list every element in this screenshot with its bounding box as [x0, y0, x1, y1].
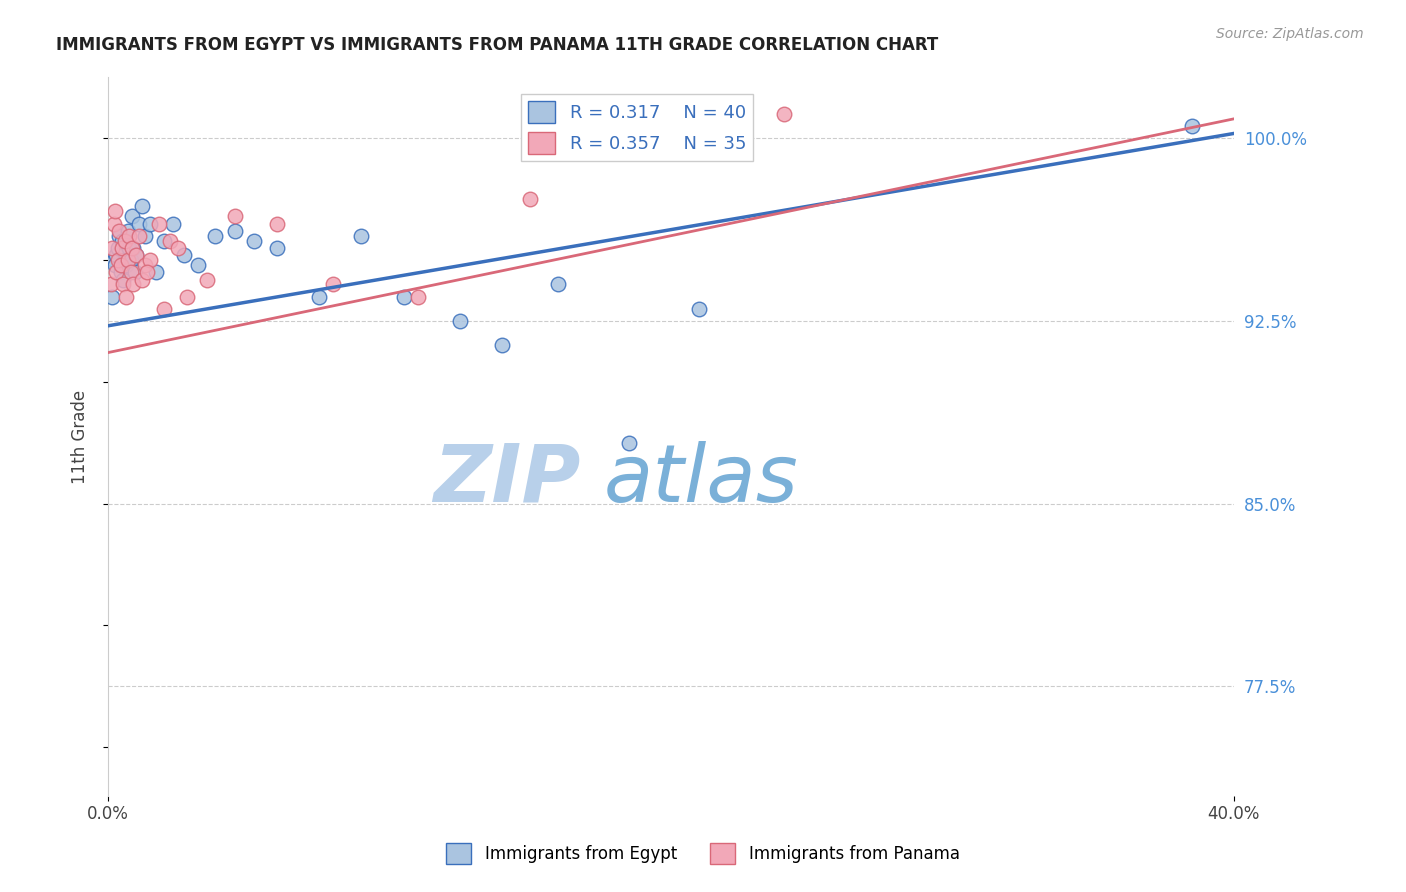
Point	[112, 272, 135, 286]
Y-axis label: 11th Grade: 11th Grade	[72, 390, 89, 483]
Point	[406, 289, 429, 303]
Point	[131, 199, 153, 213]
Point	[103, 253, 125, 268]
Point	[128, 217, 150, 231]
Point	[114, 234, 136, 248]
Point	[110, 258, 132, 272]
Point	[125, 248, 148, 262]
Point	[243, 234, 266, 248]
Text: ZIP: ZIP	[433, 441, 581, 518]
Point	[120, 253, 142, 268]
Text: Source: ZipAtlas.com: Source: ZipAtlas.com	[1216, 27, 1364, 41]
Point	[162, 217, 184, 231]
Point	[105, 265, 128, 279]
Point	[120, 265, 142, 279]
Point	[111, 241, 134, 255]
Point	[111, 234, 134, 248]
Point	[145, 265, 167, 279]
Point	[772, 107, 794, 121]
Point	[112, 277, 135, 292]
Point	[128, 228, 150, 243]
Point	[547, 277, 569, 292]
Point	[148, 217, 170, 231]
Point	[103, 217, 125, 231]
Point	[104, 204, 127, 219]
Point	[688, 301, 710, 316]
Point	[167, 241, 190, 255]
Point	[131, 272, 153, 286]
Point	[136, 265, 159, 279]
Point	[110, 265, 132, 279]
Point	[204, 228, 226, 243]
Point	[153, 234, 176, 248]
Point	[617, 435, 640, 450]
Point	[114, 253, 136, 268]
Point	[308, 289, 330, 303]
Point	[187, 258, 209, 272]
Point	[115, 258, 138, 272]
Point	[118, 228, 141, 243]
Point	[124, 265, 146, 279]
Point	[266, 217, 288, 231]
Point	[108, 224, 131, 238]
Point	[118, 241, 141, 255]
Point	[224, 209, 246, 223]
Point	[122, 241, 145, 255]
Text: atlas: atlas	[603, 441, 799, 518]
Point	[105, 248, 128, 262]
Point	[266, 241, 288, 255]
Legend: R = 0.317    N = 40, R = 0.357    N = 35: R = 0.317 N = 40, R = 0.357 N = 35	[522, 94, 754, 161]
Point	[121, 241, 143, 255]
Point	[176, 289, 198, 303]
Point	[350, 228, 373, 243]
Point	[224, 224, 246, 238]
Point	[107, 253, 129, 268]
Point	[153, 301, 176, 316]
Point	[449, 314, 471, 328]
Point	[122, 277, 145, 292]
Point	[159, 234, 181, 248]
Point	[519, 192, 541, 206]
Point	[117, 224, 139, 238]
Point	[100, 277, 122, 292]
Point	[121, 209, 143, 223]
Point	[101, 289, 124, 303]
Point	[107, 241, 129, 255]
Point	[125, 248, 148, 262]
Point	[108, 228, 131, 243]
Point	[195, 272, 218, 286]
Point	[173, 248, 195, 262]
Point	[134, 228, 156, 243]
Legend: Immigrants from Egypt, Immigrants from Panama: Immigrants from Egypt, Immigrants from P…	[440, 837, 966, 871]
Point	[101, 241, 124, 255]
Point	[491, 338, 513, 352]
Point	[139, 253, 162, 268]
Text: IMMIGRANTS FROM EGYPT VS IMMIGRANTS FROM PANAMA 11TH GRADE CORRELATION CHART: IMMIGRANTS FROM EGYPT VS IMMIGRANTS FROM…	[56, 36, 938, 54]
Point	[1181, 119, 1204, 133]
Point	[139, 217, 162, 231]
Point	[117, 253, 139, 268]
Point	[104, 258, 127, 272]
Point	[134, 258, 156, 272]
Point	[392, 289, 415, 303]
Point	[115, 289, 138, 303]
Point	[322, 277, 344, 292]
